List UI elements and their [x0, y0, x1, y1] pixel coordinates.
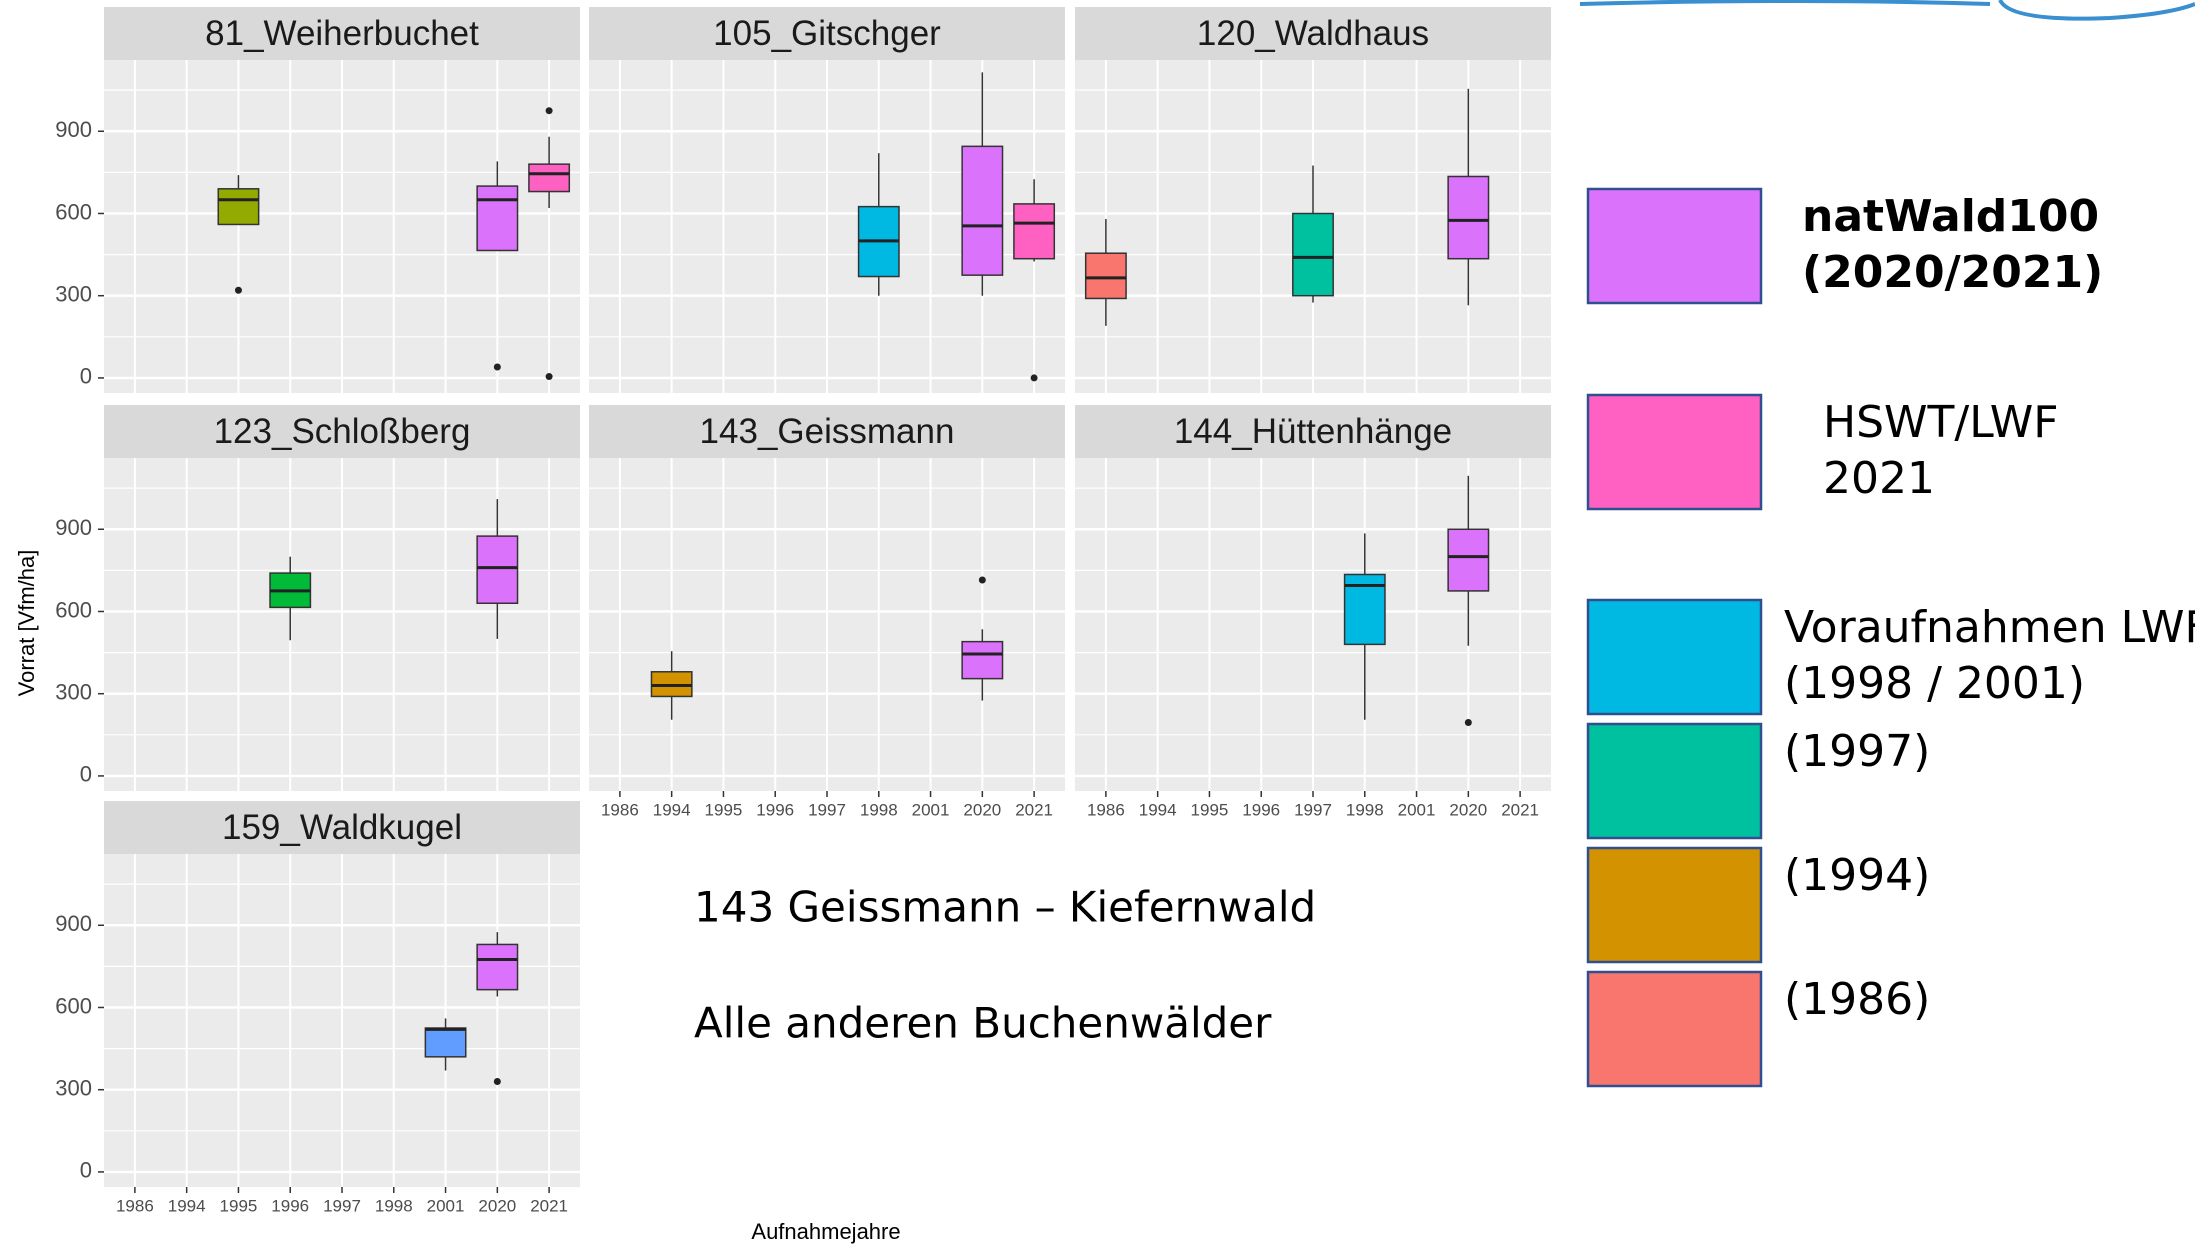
strip: [1075, 405, 1551, 458]
x-tick-label: 2020: [478, 1196, 516, 1215]
box: [1447, 528, 1490, 592]
strip: [589, 7, 1065, 60]
legend-swatch: [1586, 393, 1763, 511]
x-tick-label: 1986: [601, 800, 639, 819]
y-tick-label: 300: [55, 680, 92, 705]
x-tick-label: 2001: [427, 1196, 465, 1215]
annotation: Alle anderen Buchenwälder: [694, 999, 1272, 1048]
outlier: [545, 373, 553, 381]
strip: [104, 7, 580, 60]
box: [961, 640, 1004, 680]
panel-title: 143_Geissmann: [700, 412, 955, 451]
y-tick-label: 900: [55, 515, 92, 540]
legend-swatch: [1586, 187, 1763, 305]
x-tick-label: 2021: [1501, 800, 1539, 819]
box: [528, 163, 571, 193]
y-tick-label: 0: [80, 762, 92, 787]
x-tick-label: 1994: [168, 1196, 206, 1215]
box: [217, 188, 260, 226]
panel-title: 81_Weiherbuchet: [205, 14, 479, 53]
logo-fragment: [1579, 0, 1991, 6]
x-tick-label: 1996: [271, 1196, 309, 1215]
x-tick-label: 2020: [963, 800, 1001, 819]
y-tick-label: 300: [55, 282, 92, 307]
logo-fragment: [1998, 0, 2195, 21]
x-tick-label: 1994: [653, 800, 691, 819]
outlier: [234, 286, 242, 294]
legend-swatch: [1586, 846, 1763, 964]
x-tick-label: 1998: [1346, 800, 1384, 819]
panel-title: 123_Schloßberg: [214, 412, 471, 451]
x-tick-label: 1986: [116, 1196, 154, 1215]
outlier: [1030, 374, 1038, 382]
legend-label: Voraufnahmen LWF: [1784, 602, 2195, 653]
legend-swatch: [1586, 970, 1763, 1088]
outlier: [545, 107, 553, 115]
x-tick-label: 1997: [808, 800, 846, 819]
x-tick-label: 2001: [1398, 800, 1436, 819]
box: [476, 535, 519, 605]
strip: [104, 801, 580, 854]
y-axis-title: Vorrat [Vfm/ha]: [14, 550, 39, 697]
y-tick-label: 300: [55, 1076, 92, 1101]
x-tick-label: 1998: [375, 1196, 413, 1215]
box: [1292, 212, 1334, 297]
legend-label: (1994): [1784, 850, 1930, 901]
legend-swatch: [1586, 722, 1763, 840]
legend-label: (1997): [1784, 726, 1930, 777]
y-tick-label: 600: [55, 199, 92, 224]
outlier: [978, 576, 986, 584]
x-tick-label: 1997: [1294, 800, 1332, 819]
x-tick-label: 2021: [530, 1196, 568, 1215]
box: [476, 185, 519, 252]
box: [1013, 203, 1056, 260]
legend-label: natWald100: [1802, 191, 2099, 242]
strip: [1075, 7, 1551, 60]
panel-title: 159_Waldkugel: [222, 808, 462, 847]
x-tick-label: 2021: [1015, 800, 1053, 819]
outlier: [1464, 718, 1472, 726]
panel-title: 120_Waldhaus: [1197, 14, 1429, 53]
x-tick-label: 1995: [220, 1196, 258, 1215]
x-tick-label: 1996: [1242, 800, 1280, 819]
box: [1084, 252, 1127, 300]
x-tick-label: 1994: [1139, 800, 1177, 819]
legend-label: HSWT/LWF: [1823, 397, 2059, 448]
panel-title: 144_Hüttenhänge: [1174, 412, 1452, 451]
x-tick-label: 1995: [1191, 800, 1229, 819]
box: [424, 1027, 467, 1058]
x-tick-label: 1986: [1087, 800, 1125, 819]
y-tick-label: 900: [55, 117, 92, 142]
x-tick-label: 1997: [323, 1196, 361, 1215]
legend-label: (1998 / 2001): [1784, 658, 2085, 709]
y-tick-label: 600: [55, 993, 92, 1018]
box: [961, 145, 1004, 276]
box: [1447, 175, 1490, 260]
box: [476, 943, 519, 991]
legend-label: (1986): [1784, 974, 1930, 1025]
y-tick-label: 0: [80, 364, 92, 389]
x-tick-label: 2001: [912, 800, 950, 819]
outlier: [493, 1077, 501, 1085]
x-axis-title: Aufnahmejahre: [751, 1219, 900, 1244]
legend-swatch: [1586, 598, 1763, 716]
y-tick-label: 900: [55, 911, 92, 936]
panel-title: 105_Gitschger: [713, 14, 941, 53]
y-tick-label: 0: [80, 1158, 92, 1183]
legend-label: 2021: [1823, 453, 1935, 504]
x-tick-label: 2020: [1449, 800, 1487, 819]
outlier: [493, 363, 501, 371]
strip: [104, 405, 580, 458]
annotation: 143 Geissmann – Kiefernwald: [694, 883, 1316, 932]
x-tick-label: 1998: [860, 800, 898, 819]
strip: [589, 405, 1065, 458]
legend-label: (2020/2021): [1802, 247, 2103, 298]
x-tick-label: 1996: [756, 800, 794, 819]
y-tick-label: 600: [55, 597, 92, 622]
x-tick-label: 1995: [705, 800, 743, 819]
